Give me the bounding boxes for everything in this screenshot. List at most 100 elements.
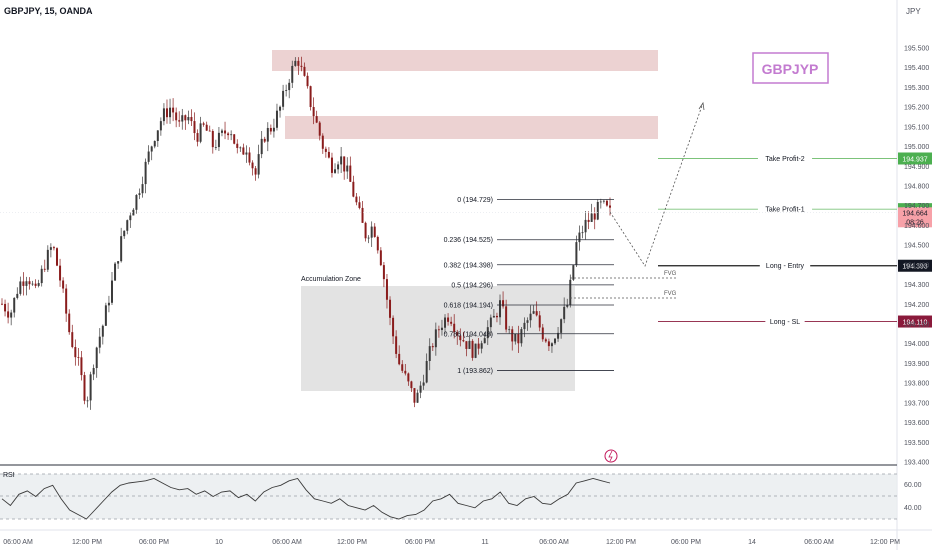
rsi-series-line xyxy=(1,477,611,520)
pair-badge-frame[interactable] xyxy=(752,52,829,84)
candle-body xyxy=(202,123,205,125)
candle-body xyxy=(190,117,193,122)
price-tick-194.400: 194.400 xyxy=(904,262,929,269)
time-tick-7: 11 xyxy=(481,539,488,546)
candle-body xyxy=(132,209,135,216)
candle-body xyxy=(245,152,248,155)
projection-path[interactable] xyxy=(609,102,704,267)
candle-body xyxy=(150,146,153,152)
candle-body xyxy=(239,147,242,149)
time-tick-4: 06:00 AM xyxy=(272,539,302,546)
candle-body xyxy=(605,200,608,206)
candle-body xyxy=(65,288,68,314)
candle-body xyxy=(324,148,327,152)
candle-body xyxy=(505,306,508,330)
candle-body xyxy=(581,232,584,234)
candle-body xyxy=(55,248,58,266)
trade-tag-text-0: 194.937 xyxy=(902,156,927,163)
candle-body xyxy=(599,201,602,203)
price-tick-193.700: 193.700 xyxy=(904,400,929,407)
candle-body xyxy=(495,315,498,318)
candle-body xyxy=(68,313,71,333)
candle-body xyxy=(514,333,517,342)
candle-body xyxy=(80,357,83,376)
time-tick-1: 12:00 PM xyxy=(72,539,102,546)
fvg-label-upper: FVG xyxy=(664,271,677,277)
candle-body xyxy=(224,130,227,134)
candle-body xyxy=(477,343,480,349)
candle-body xyxy=(205,124,208,131)
trade-tag-text-3: 194.110 xyxy=(903,320,928,327)
accumulation-zone-box[interactable] xyxy=(301,286,575,391)
trade-label-bg-0 xyxy=(757,153,813,164)
price-tick-195.500: 195.500 xyxy=(904,46,929,53)
price-tick-194.600: 194.600 xyxy=(904,223,929,230)
supply-zone-lower[interactable] xyxy=(285,116,658,139)
candle-body xyxy=(547,341,550,347)
candle-body xyxy=(95,347,98,369)
price-tick-195.000: 195.000 xyxy=(904,144,929,151)
candle-body xyxy=(327,151,330,158)
candle-body xyxy=(520,329,523,344)
candle-body xyxy=(288,82,291,91)
fib-label-5: 0.786 (194.048) xyxy=(444,331,493,338)
lightning-icon[interactable] xyxy=(604,449,618,463)
price-tick-194.000: 194.000 xyxy=(904,341,929,348)
candle-body xyxy=(1,303,3,305)
candle-body xyxy=(462,340,465,342)
candle-body xyxy=(569,279,572,306)
price-tick-193.800: 193.800 xyxy=(904,381,929,388)
price-axis[interactable]: 195.500 195.400 195.300 195.200 195.100 195.0… xyxy=(904,46,929,467)
supply-zone-upper[interactable] xyxy=(272,50,658,71)
candle-body xyxy=(285,90,288,91)
symbol-title: GBPJPY, 15, OANDA xyxy=(4,6,93,16)
trade-label-1: Take Profit-1 xyxy=(765,207,804,214)
candle-body xyxy=(447,317,450,322)
candle-body xyxy=(419,385,422,393)
candle-body xyxy=(444,317,447,328)
candle-body xyxy=(254,168,257,175)
candle-body xyxy=(486,327,489,339)
candle-body xyxy=(370,226,373,238)
time-tick-5: 12:00 PM xyxy=(337,539,367,546)
candle-body xyxy=(248,152,251,163)
candle-body xyxy=(425,360,428,383)
price-tick-195.100: 195.100 xyxy=(904,124,929,131)
candle-body xyxy=(306,75,309,87)
candle-body xyxy=(355,196,358,203)
candle-body xyxy=(346,165,349,172)
current-price-text: 194.664 xyxy=(902,210,927,217)
candle-body xyxy=(529,313,532,321)
trade-label-bg-3 xyxy=(765,316,805,327)
candle-body xyxy=(52,247,55,249)
price-tick-194.900: 194.900 xyxy=(904,164,929,171)
fib-label-4: 0.618 (194.194) xyxy=(444,302,493,309)
time-axis[interactable]: 06:00 AM 12:00 PM 06:00 PM 10 06:00 AM 12:00 … xyxy=(3,539,900,546)
price-tick-193.600: 193.600 xyxy=(904,420,929,427)
candle-body xyxy=(575,242,578,266)
candle-body xyxy=(508,329,511,331)
candle-body xyxy=(135,194,138,210)
candle-body xyxy=(291,65,294,83)
trade-tag-3 xyxy=(898,315,932,328)
time-tick-10: 06:00 PM xyxy=(671,539,701,546)
fib-label-6: 1 (193.862) xyxy=(457,368,493,375)
currency-label: JPY xyxy=(906,7,921,16)
candle-body xyxy=(398,353,401,365)
candle-body xyxy=(392,317,395,337)
trade-label-0: Take Profit-2 xyxy=(765,156,804,163)
annotation-levels: 0 (194.729) 0.236 (194.525) 0.382 (194.398… xyxy=(0,152,932,375)
pair-badge-text: GBPJYP xyxy=(762,61,819,77)
candle-body xyxy=(269,127,272,132)
candle-body xyxy=(242,147,245,155)
trade-tag-text-2: 194.393 xyxy=(902,264,927,271)
candle-body xyxy=(450,321,453,324)
trade-tag-0 xyxy=(898,152,932,165)
candle-body xyxy=(373,226,376,237)
candle-body xyxy=(434,329,437,348)
candle-body xyxy=(526,320,529,323)
candle-body xyxy=(153,141,156,147)
rsi-tick-40: 40.00 xyxy=(904,505,922,512)
